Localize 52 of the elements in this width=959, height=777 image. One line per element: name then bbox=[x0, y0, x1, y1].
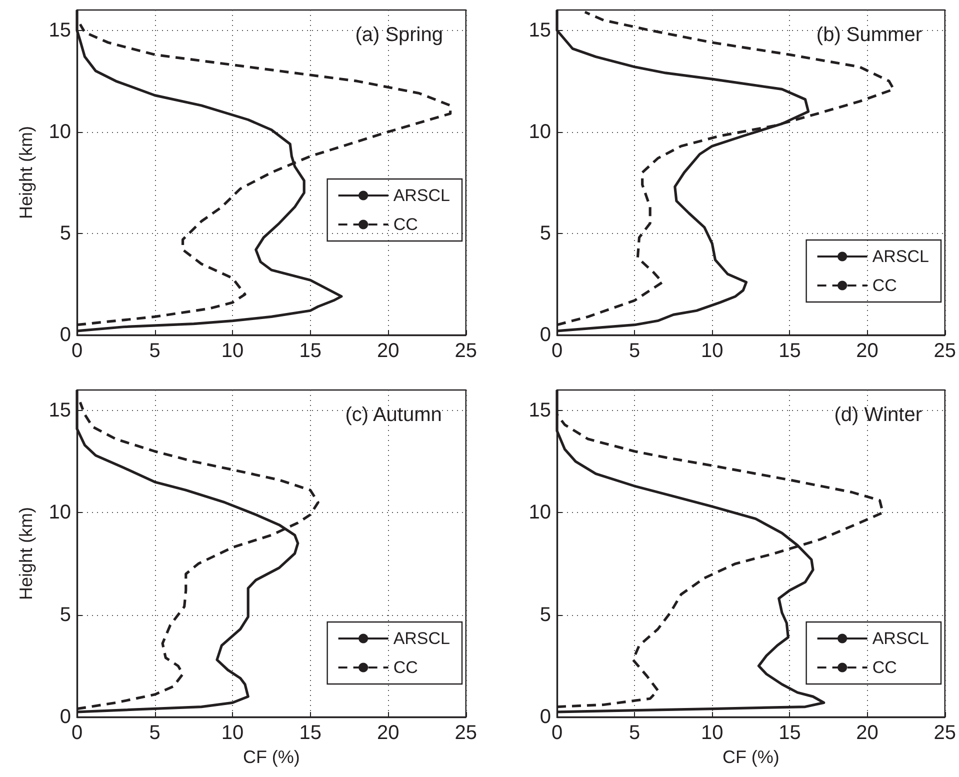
x-axis-title: CF (%) bbox=[242, 746, 300, 767]
x-tick-label: 25 bbox=[454, 722, 477, 744]
y-axis-title: Height (km) bbox=[16, 126, 36, 220]
y-tick-label: 15 bbox=[48, 19, 71, 42]
y-tick-label: 10 bbox=[48, 502, 71, 524]
text: (b) Summer bbox=[816, 24, 922, 46]
y-tick-label: 10 bbox=[528, 502, 551, 524]
y-tick-label: 0 bbox=[540, 706, 551, 728]
x-tick-label: 10 bbox=[701, 722, 724, 744]
x-tick-label: 5 bbox=[629, 340, 640, 362]
y-tick-label: 10 bbox=[528, 120, 551, 143]
x-tick-label: 25 bbox=[934, 722, 956, 744]
x-tick-label: 20 bbox=[856, 340, 878, 362]
text: (a) Spring bbox=[355, 24, 443, 46]
legend-label: ARSCL bbox=[393, 186, 450, 205]
x-tick-label: 5 bbox=[149, 340, 160, 362]
text: (d) Winter bbox=[834, 404, 922, 426]
y-tick-label: 5 bbox=[540, 222, 551, 244]
legend-label: CC bbox=[872, 658, 897, 677]
y-tick-label: 0 bbox=[540, 324, 551, 346]
legend-label: CC bbox=[393, 215, 418, 234]
x-tick-label: 20 bbox=[856, 722, 878, 744]
x-tick-label: 20 bbox=[376, 340, 400, 362]
x-tick-label: 20 bbox=[376, 722, 400, 744]
y-tick-label: 15 bbox=[48, 399, 71, 422]
x-tick-label: 10 bbox=[221, 340, 244, 362]
text: (c) Autumn bbox=[345, 404, 442, 426]
x-tick-label: 15 bbox=[778, 340, 801, 362]
legend-label: CC bbox=[872, 276, 897, 295]
x-tick-label: 10 bbox=[221, 722, 244, 744]
x-tick-label: 5 bbox=[149, 722, 160, 744]
x-tick-label: 15 bbox=[299, 340, 322, 362]
x-tick-label: 25 bbox=[454, 340, 477, 362]
x-tick-label: 15 bbox=[778, 722, 801, 744]
y-axis-title: Height (km) bbox=[16, 506, 36, 600]
legend-label: ARSCL bbox=[393, 629, 450, 648]
y-tick-label: 15 bbox=[528, 399, 551, 422]
y-tick-label: 5 bbox=[60, 222, 71, 244]
legend-label: ARSCL bbox=[872, 247, 929, 266]
y-tick-label: 0 bbox=[60, 324, 71, 346]
x-tick-label: 15 bbox=[299, 722, 322, 744]
x-axis-title: CF (%) bbox=[722, 746, 780, 767]
y-tick-label: 5 bbox=[540, 604, 551, 626]
y-tick-label: 15 bbox=[528, 19, 551, 42]
y-tick-label: 10 bbox=[48, 120, 71, 143]
x-tick-label: 10 bbox=[701, 340, 724, 362]
legend-label: ARSCL bbox=[872, 629, 929, 648]
x-tick-label: 5 bbox=[629, 722, 640, 744]
y-tick-label: 0 bbox=[60, 706, 71, 728]
legend-label: CC bbox=[393, 658, 418, 677]
y-tick-label: 5 bbox=[60, 604, 71, 626]
x-tick-label: 25 bbox=[934, 340, 956, 362]
